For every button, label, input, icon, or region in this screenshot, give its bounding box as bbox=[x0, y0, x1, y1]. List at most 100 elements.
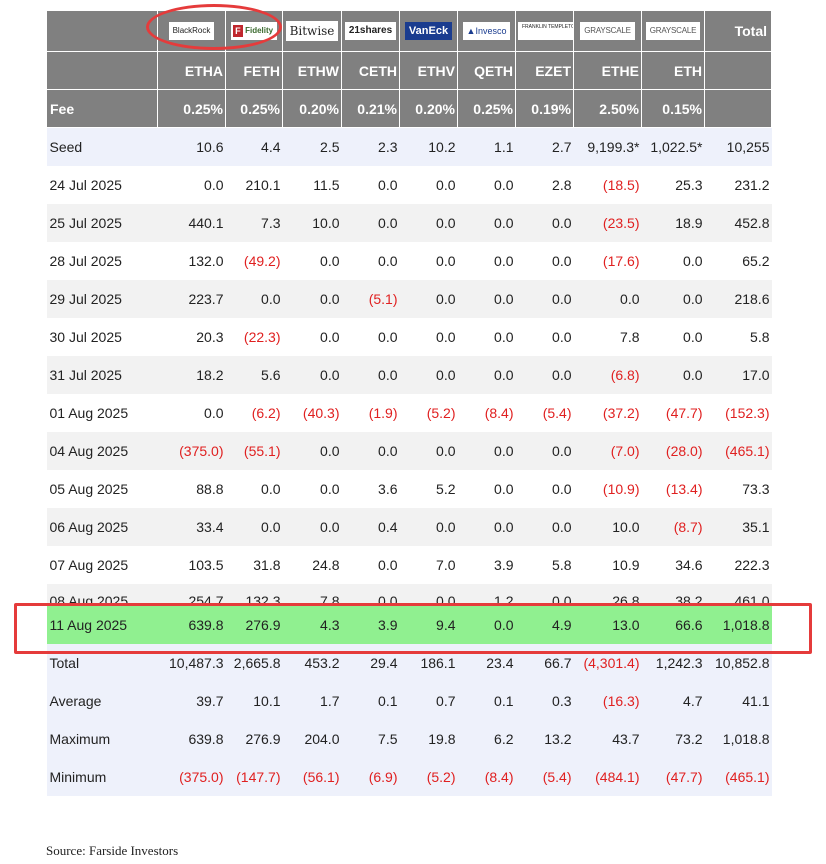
flow-value: 5.2 bbox=[399, 469, 458, 508]
summary-row: Average 39.7 10.1 1.7 0.1 0.7 0.1 0.3 (16.3) 4.7 4… bbox=[46, 681, 772, 720]
row-date: 28 Jul 2025 bbox=[46, 241, 158, 280]
ticker-header: ETH bbox=[641, 51, 705, 90]
flow-value: 0.4 bbox=[341, 507, 400, 546]
flow-value: 18.2 bbox=[157, 355, 226, 394]
flow-value: 0.0 bbox=[457, 317, 516, 356]
flow-value: 461.0 bbox=[704, 583, 772, 606]
invesco-logo-text: Invesco bbox=[475, 26, 507, 37]
flow-value: 210.1 bbox=[225, 165, 283, 204]
fee-value: 0.25% bbox=[157, 89, 226, 128]
flow-value: (5.4) bbox=[515, 757, 574, 796]
flow-value: 10,852.8 bbox=[704, 643, 772, 682]
flow-value: 0.0 bbox=[399, 355, 458, 394]
row-date: 01 Aug 2025 bbox=[46, 393, 158, 432]
flow-value: 88.8 bbox=[157, 469, 226, 508]
ticker-header: QETH bbox=[457, 51, 516, 90]
flow-value: 10,487.3 bbox=[157, 643, 226, 682]
flow-value: 9.4 bbox=[399, 605, 458, 644]
flow-value: 0.0 bbox=[341, 583, 400, 606]
flow-value: 0.0 bbox=[515, 355, 574, 394]
flow-value: 0.0 bbox=[225, 279, 283, 318]
flow-value: 0.0 bbox=[282, 431, 342, 470]
flow-value: (22.3) bbox=[225, 317, 283, 356]
row-date: 05 Aug 2025 bbox=[46, 469, 158, 508]
flow-value: 0.0 bbox=[515, 279, 574, 318]
flow-value: 0.0 bbox=[282, 507, 342, 546]
flow-value: (1.9) bbox=[341, 393, 400, 432]
row-date: 31 Jul 2025 bbox=[46, 355, 158, 394]
flow-value: 0.0 bbox=[515, 317, 574, 356]
flow-value: 2.3 bbox=[341, 127, 400, 166]
flow-value: 2,665.8 bbox=[225, 643, 283, 682]
flow-value: 0.0 bbox=[515, 583, 574, 606]
flow-value: (55.1) bbox=[225, 431, 283, 470]
flow-value: 4.7 bbox=[641, 681, 705, 720]
fee-row: Fee 0.25% 0.25% 0.20% 0.21% 0.20% 0.25% … bbox=[46, 89, 772, 128]
summary-label: Average bbox=[46, 681, 158, 720]
flow-value: 0.0 bbox=[641, 355, 705, 394]
logo-cell-21shares: 21shares bbox=[341, 10, 400, 52]
logo-cell-bitwise: Bitwise bbox=[282, 10, 342, 52]
flow-value: 43.7 bbox=[573, 719, 642, 758]
logo-cell-grayscale-eth: GRAYSCALE bbox=[641, 10, 705, 52]
flow-value: 0.0 bbox=[282, 241, 342, 280]
fee-value: 0.25% bbox=[225, 89, 283, 128]
flow-value: 3.6 bbox=[341, 469, 400, 508]
fee-value: 0.19% bbox=[515, 89, 574, 128]
flow-value: 23.4 bbox=[457, 643, 516, 682]
flow-value: 1,018.8 bbox=[704, 605, 772, 644]
flow-value: 0.0 bbox=[457, 203, 516, 242]
summary-row: Maximum 639.8 276.9 204.0 7.5 19.8 6.2 13.2 43.7… bbox=[46, 719, 772, 758]
row-date: 30 Jul 2025 bbox=[46, 317, 158, 356]
fee-value: 0.15% bbox=[641, 89, 705, 128]
row-date: Seed bbox=[46, 127, 158, 166]
flow-value: 0.0 bbox=[399, 583, 458, 606]
flow-value: 0.0 bbox=[399, 507, 458, 546]
ticker-row: ETHA FETH ETHW CETH ETHV QETH EZET ETHE … bbox=[46, 51, 772, 90]
flow-value: 25.3 bbox=[641, 165, 705, 204]
row-date: 06 Aug 2025 bbox=[46, 507, 158, 546]
flow-value: 3.9 bbox=[341, 605, 400, 644]
flow-value: (375.0) bbox=[157, 757, 226, 796]
summary-label: Total bbox=[46, 643, 158, 682]
flow-value: 223.7 bbox=[157, 279, 226, 318]
flow-value: (18.5) bbox=[573, 165, 642, 204]
flow-value: 20.3 bbox=[157, 317, 226, 356]
fee-value: 0.20% bbox=[282, 89, 342, 128]
flow-value: (10.9) bbox=[573, 469, 642, 508]
flow-value: 186.1 bbox=[399, 643, 458, 682]
flow-value: 0.1 bbox=[341, 681, 400, 720]
summary-label: Minimum bbox=[46, 757, 158, 796]
flow-value: 7.3 bbox=[225, 203, 283, 242]
flow-value: (6.2) bbox=[225, 393, 283, 432]
flow-value: 0.0 bbox=[641, 317, 705, 356]
flow-value: 0.0 bbox=[341, 241, 400, 280]
flow-row: 30 Jul 2025 20.3 (22.3) 0.0 0.0 0.0 0.0 0.0 7.8 0… bbox=[46, 317, 772, 356]
flow-value: 10.2 bbox=[399, 127, 458, 166]
flow-value: 0.0 bbox=[515, 507, 574, 546]
flow-value: 1,018.8 bbox=[704, 719, 772, 758]
flow-value: 35.1 bbox=[704, 507, 772, 546]
flow-value: 639.8 bbox=[157, 605, 226, 644]
flow-value: (8.4) bbox=[457, 757, 516, 796]
flow-value: (5.4) bbox=[515, 393, 574, 432]
flow-value: 0.0 bbox=[457, 431, 516, 470]
flow-value: 0.1 bbox=[457, 681, 516, 720]
invesco-logo: ▲Invesco bbox=[462, 22, 511, 41]
grayscale-logo: GRAYSCALE bbox=[580, 22, 635, 41]
ticker-header: EZET bbox=[515, 51, 574, 90]
row-date: 29 Jul 2025 bbox=[46, 279, 158, 318]
flow-value: 0.0 bbox=[399, 279, 458, 318]
flow-value: (484.1) bbox=[573, 757, 642, 796]
flow-value: 2.5 bbox=[282, 127, 342, 166]
flow-value: 0.0 bbox=[341, 431, 400, 470]
flow-value: 66.6 bbox=[641, 605, 705, 644]
flow-value: (47.7) bbox=[641, 757, 705, 796]
flow-value: 10.6 bbox=[157, 127, 226, 166]
flow-value: 0.0 bbox=[457, 165, 516, 204]
flow-value: (147.7) bbox=[225, 757, 283, 796]
ticker-header: ETHA bbox=[157, 51, 226, 90]
flow-value: 254.7 bbox=[157, 583, 226, 606]
flow-row: 31 Jul 2025 18.2 5.6 0.0 0.0 0.0 0.0 0.0 (6.8) 0.… bbox=[46, 355, 772, 394]
flow-value: 4.3 bbox=[282, 605, 342, 644]
